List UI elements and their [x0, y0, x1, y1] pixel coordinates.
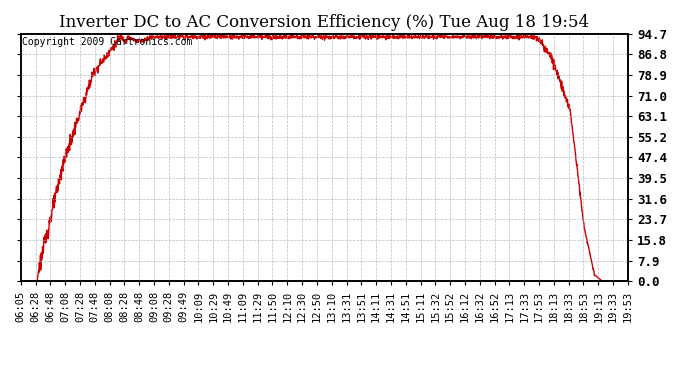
Title: Inverter DC to AC Conversion Efficiency (%) Tue Aug 18 19:54: Inverter DC to AC Conversion Efficiency …	[59, 14, 589, 31]
Text: Copyright 2009 Cartronics.com: Copyright 2009 Cartronics.com	[22, 38, 193, 48]
